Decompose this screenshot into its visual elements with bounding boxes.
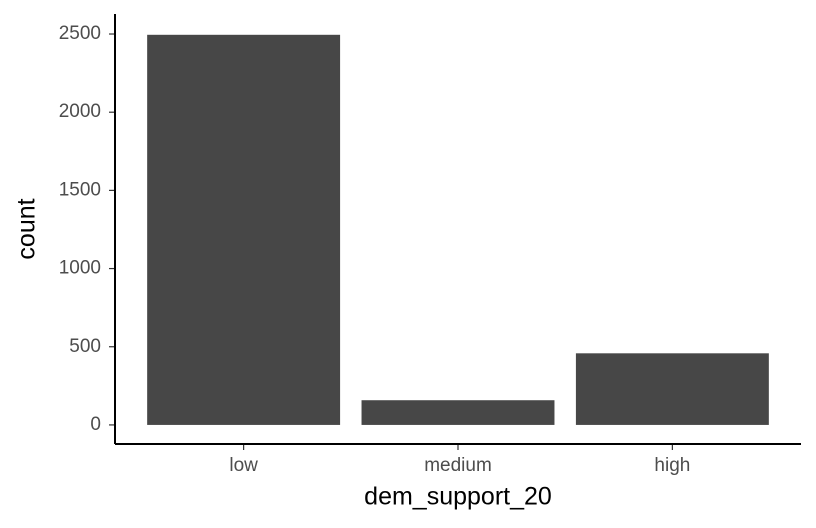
x-tick-label: high: [654, 455, 690, 476]
y-tick-label: 500: [69, 336, 101, 357]
y-tick-label: 1000: [59, 258, 101, 279]
bar: [575, 353, 769, 425]
y-tick-label: 0: [90, 414, 101, 435]
x-axis-title: dem_support_20: [364, 483, 552, 511]
y-axis-title: count: [13, 198, 41, 259]
y-tick-label: 1500: [59, 179, 101, 200]
bar: [147, 34, 341, 425]
x-tick-label: low: [229, 455, 258, 476]
x-tick-label: medium: [424, 455, 492, 476]
bar: [361, 400, 555, 425]
y-tick-label: 2500: [59, 23, 101, 44]
y-tick-label: 2000: [59, 101, 101, 122]
